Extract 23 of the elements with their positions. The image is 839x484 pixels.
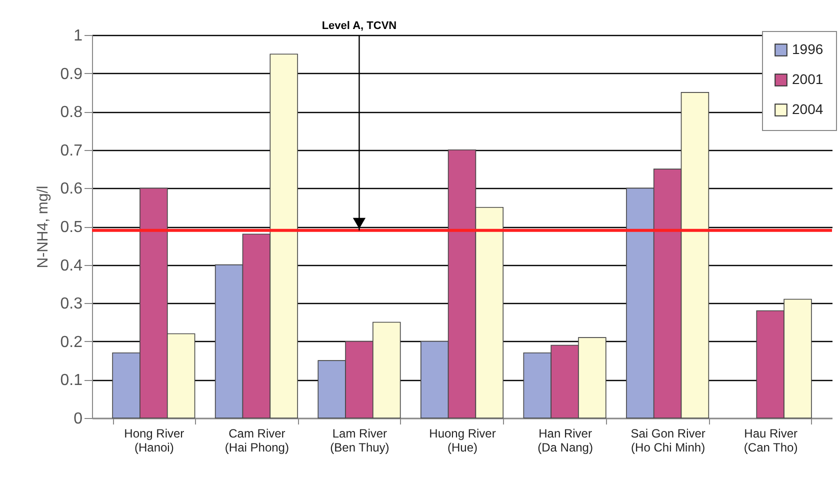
y-tick-label: 0.3 <box>60 296 83 313</box>
y-tick-label: 0.5 <box>60 219 83 236</box>
y-tick-label: 1 <box>74 28 83 44</box>
y-tick-label: 0.9 <box>60 66 83 83</box>
x-tick-label: Huong River (Hue) <box>429 426 496 454</box>
x-tick-label: Sai Gon River (Ho Chi Minh) <box>630 426 706 454</box>
legend-label: 1996 <box>792 41 824 57</box>
x-tick-label: Lam River (Ben Thuy) <box>330 426 390 454</box>
legend-label: 2001 <box>792 71 824 87</box>
y-axis-title: N-NH4, mg/l <box>34 186 52 268</box>
y-tick-label: 0.1 <box>60 372 83 390</box>
y-tick-label: 0.6 <box>60 180 83 198</box>
y-tick-label: 0.7 <box>60 142 83 160</box>
y-tick-label: 0 <box>74 410 83 428</box>
x-tick-label: Han River (Da Nang) <box>538 426 593 454</box>
x-tick-label: Hong River (Hanoi) <box>124 426 184 454</box>
legend-label: 2004 <box>792 101 824 117</box>
y-tick-label: 0.8 <box>60 104 83 122</box>
x-tick-label: Hau River (Can Tho) <box>744 426 798 454</box>
y-tick-label: 0.4 <box>60 257 83 274</box>
x-tick-label: Cam River (Hai Phong) <box>224 426 289 454</box>
y-tick-label: 0.2 <box>60 334 83 351</box>
annotation: Level A, TCVN <box>322 20 397 32</box>
